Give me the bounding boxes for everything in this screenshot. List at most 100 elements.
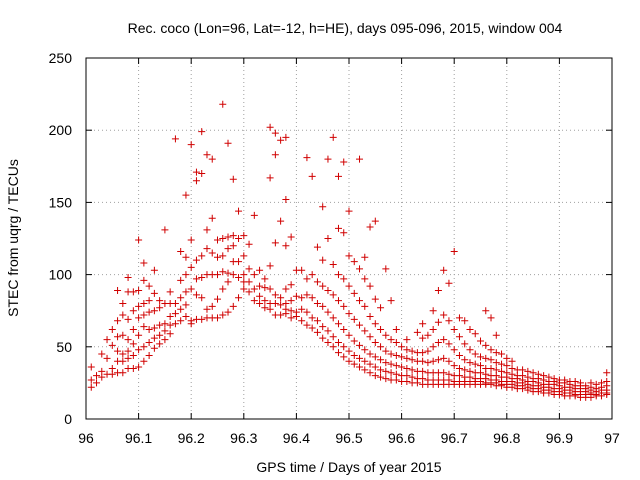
data-point (135, 346, 143, 354)
data-point (161, 327, 169, 335)
data-point (461, 317, 469, 325)
data-point (361, 275, 369, 283)
y-tick-label: 150 (49, 194, 73, 210)
data-point (382, 347, 390, 355)
data-point (482, 341, 490, 349)
data-point (308, 294, 316, 302)
data-point (303, 275, 311, 283)
data-point (398, 363, 406, 371)
data-point (334, 224, 342, 232)
data-point (561, 376, 569, 384)
data-point (382, 375, 390, 383)
data-point (424, 359, 432, 367)
data-point (408, 347, 416, 355)
data-point (387, 369, 395, 377)
data-point (156, 304, 164, 312)
data-point (171, 320, 179, 328)
data-point (366, 369, 374, 377)
data-point (287, 307, 295, 315)
data-point (340, 158, 348, 166)
data-point (524, 367, 532, 375)
data-point (329, 343, 337, 351)
data-point (350, 258, 358, 266)
y-tick-label: 0 (64, 411, 72, 427)
data-point (287, 314, 295, 322)
data-point (277, 301, 285, 309)
data-point (387, 350, 395, 358)
data-point (198, 128, 206, 136)
data-point (129, 288, 137, 296)
data-point (224, 139, 232, 147)
data-point (434, 318, 442, 326)
data-point (398, 353, 406, 361)
data-point (392, 370, 400, 378)
data-point (319, 323, 327, 331)
data-point (224, 308, 232, 316)
data-point (498, 350, 506, 358)
data-point (256, 299, 264, 307)
x-tick-label: 96.4 (283, 430, 310, 446)
data-point (403, 364, 411, 372)
data-point (350, 351, 358, 359)
data-point (187, 263, 195, 271)
data-point (324, 286, 332, 294)
data-point (377, 325, 385, 333)
data-point (356, 297, 364, 305)
data-point (356, 341, 364, 349)
data-point (345, 357, 353, 365)
data-point (277, 294, 285, 302)
data-point (271, 299, 279, 307)
data-point (140, 357, 148, 365)
data-point (192, 168, 200, 176)
data-point (140, 259, 148, 267)
data-point (277, 311, 285, 319)
data-point (271, 239, 279, 247)
data-point (208, 155, 216, 163)
data-point (114, 317, 122, 325)
data-point (440, 369, 448, 377)
y-tick-label: 250 (49, 50, 73, 66)
data-point (140, 299, 148, 307)
data-point (229, 302, 237, 310)
data-point (119, 369, 127, 377)
data-point (150, 324, 158, 332)
data-point (361, 366, 369, 374)
data-point (171, 310, 179, 318)
x-tick-label: 96.3 (230, 430, 257, 446)
data-point (334, 320, 342, 328)
data-point (98, 367, 106, 375)
data-point (140, 323, 148, 331)
data-point (371, 338, 379, 346)
data-point (603, 369, 611, 377)
data-point (377, 373, 385, 381)
data-point (140, 311, 148, 319)
data-point (471, 360, 479, 368)
data-point (161, 336, 169, 344)
data-point (87, 363, 95, 371)
data-point (214, 236, 221, 244)
data-point (366, 333, 374, 341)
data-point (340, 275, 348, 283)
data-point (229, 242, 237, 250)
x-tick-label: 96.5 (335, 430, 362, 446)
data-point (366, 350, 374, 358)
data-point (403, 354, 411, 362)
data-point (345, 282, 353, 290)
data-point (450, 362, 458, 370)
y-tick-label: 200 (49, 122, 73, 138)
data-point (108, 325, 116, 333)
data-point (245, 288, 253, 296)
data-point (298, 317, 306, 325)
data-point (177, 317, 185, 325)
data-point (203, 226, 211, 234)
x-tick-label: 96.1 (125, 430, 152, 446)
data-point (208, 214, 216, 222)
data-point (340, 343, 348, 351)
axis-ticks: 96 96.1 96.2 96.3 96.4 96.5 96.6 96.7 96.8 96.9 97… (49, 50, 620, 446)
data-point (308, 314, 316, 322)
data-point (303, 308, 311, 316)
data-point (329, 291, 337, 299)
data-point (303, 321, 311, 329)
data-point (392, 351, 400, 359)
